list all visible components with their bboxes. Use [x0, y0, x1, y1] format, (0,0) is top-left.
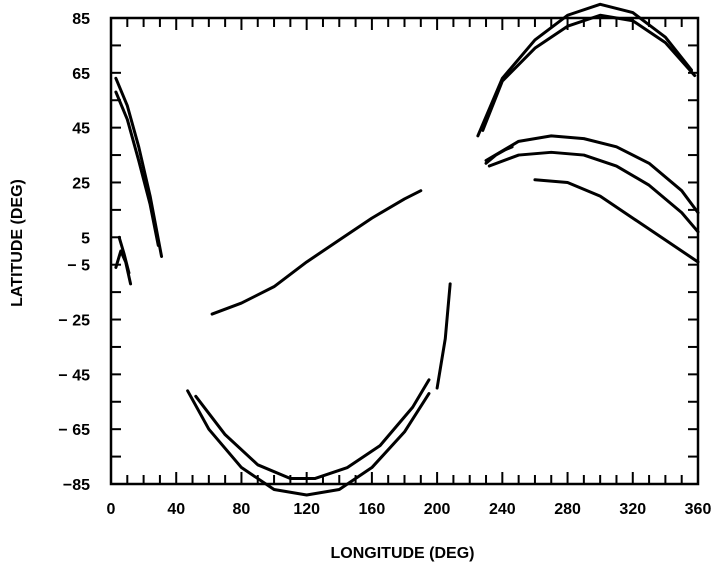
x-tick-label: 200 — [424, 501, 451, 518]
axis-ticks — [111, 18, 698, 484]
x-tick-label: 40 — [167, 501, 185, 518]
x-tick-label: 120 — [293, 501, 320, 518]
y-tick-label: 85 — [72, 11, 90, 28]
y-tick-label: − 5 — [67, 258, 90, 275]
y-tick-label: 65 — [72, 66, 90, 83]
track-curve-12 — [487, 150, 700, 234]
y-tick-label: − 25 — [58, 313, 90, 330]
x-tick-label: 0 — [107, 501, 116, 518]
y-tick-label: 5 — [81, 230, 90, 247]
track-curve-2 — [114, 90, 160, 248]
x-tick-label: 80 — [233, 501, 251, 518]
track-curves — [114, 2, 700, 497]
x-tick-label: 160 — [359, 501, 386, 518]
y-tick-label: −85 — [63, 477, 90, 494]
track-curve-8 — [435, 282, 452, 390]
y-tick-label: 25 — [72, 175, 90, 192]
y-tick-labels: 85 65 45 25 5 − 5 − 25 − 45 − 65 −85 — [58, 11, 90, 494]
y-tick-label: − 45 — [58, 367, 90, 384]
track-curve-11 — [484, 134, 700, 215]
x-axis-title: LONGITUDE (DEG) — [331, 545, 475, 562]
track-curve-14 — [484, 145, 514, 165]
track-curve-4 — [117, 235, 131, 275]
y-tick-label: − 65 — [58, 422, 90, 439]
track-curve-6 — [194, 378, 431, 481]
track-curve-9 — [476, 2, 693, 138]
x-tick-label: 360 — [685, 501, 712, 518]
x-tick-label: 240 — [489, 501, 516, 518]
y-axis-title: LATITUDE (DEG) — [9, 179, 26, 307]
x-tick-label: 320 — [619, 501, 646, 518]
track-curve-13 — [533, 178, 700, 264]
plot-area — [109, 2, 700, 497]
track-curve-10 — [481, 13, 697, 132]
track-curve-5 — [186, 389, 431, 497]
track-curve-7 — [210, 189, 423, 316]
x-tick-labels: 0 40 80 120 160 200 240 280 320 360 — [107, 501, 712, 518]
x-tick-label: 280 — [554, 501, 581, 518]
y-tick-label: 45 — [72, 121, 90, 138]
